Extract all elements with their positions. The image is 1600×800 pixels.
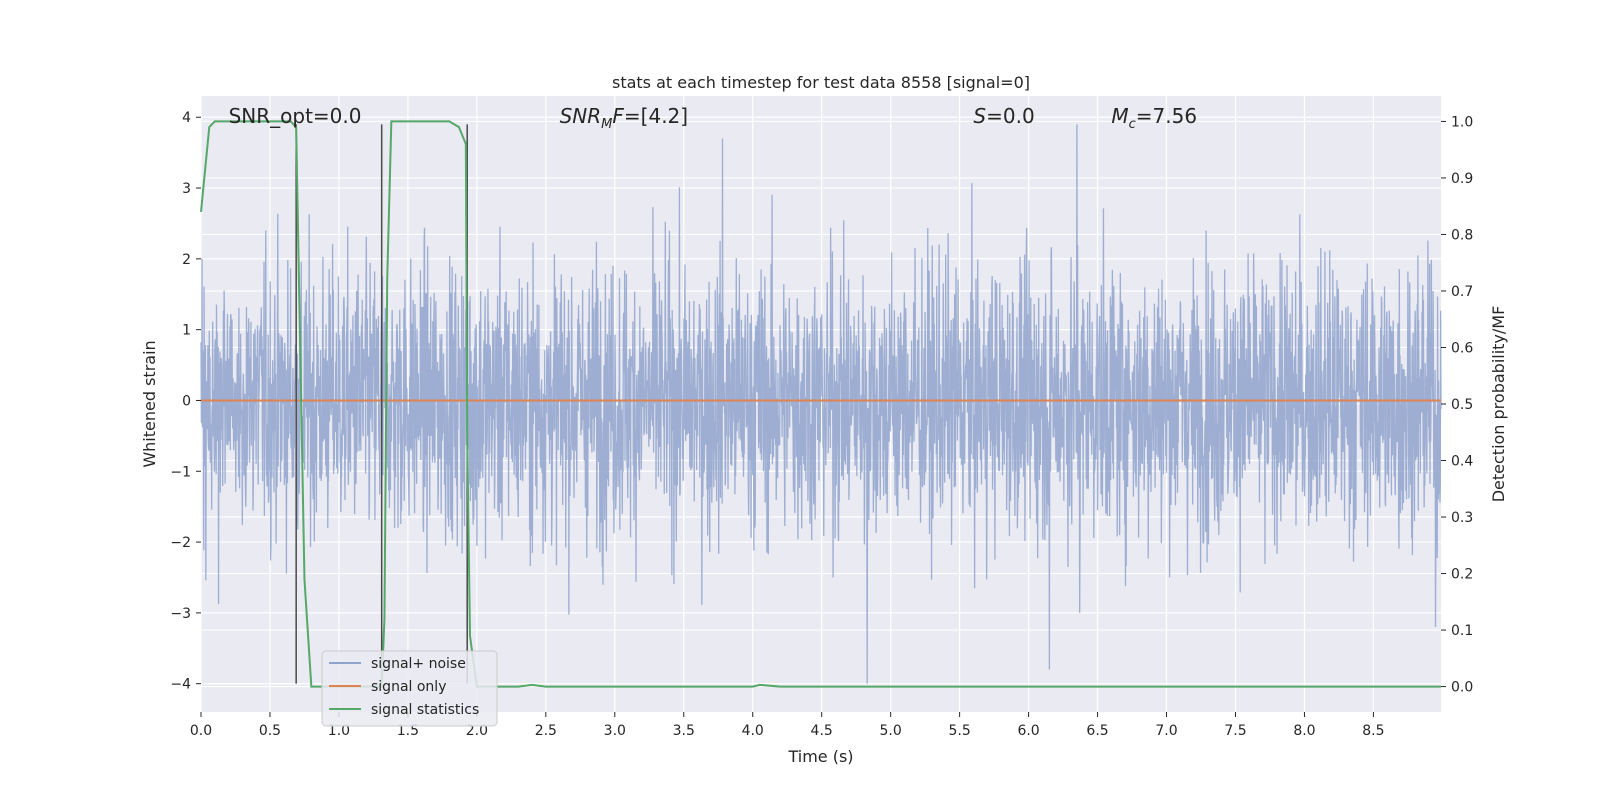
y-right-tick-label: 0.9 [1451,171,1473,187]
legend: signal+ noise signal only signal statist… [321,650,498,727]
y-left-tick-label: 4 [182,110,191,126]
x-tick-label: 1.5 [397,723,419,739]
x-tick-label: 6.5 [1086,723,1108,739]
axis-ticks: 0.0 0.5 1.0 1.5 2.0 2.5 3.0 3.5 4.0 4.5 5.0 5.5 6.0 6… [170,110,1473,739]
x-tick-label: 3.0 [604,723,626,739]
y-right-tick-label: 0.0 [1451,680,1473,696]
y-axis-label-left: Whitened strain [140,340,159,467]
x-tick-label: 1.0 [328,723,350,739]
y-right-tick-label: 0.8 [1451,227,1473,243]
y-right-tick-label: 0.5 [1451,397,1473,413]
y-left-tick-label: 1 [182,323,191,339]
legend-label-stats: signal statistics [371,702,479,718]
chart-title: stats at each timestep for test data 855… [612,73,1030,92]
x-axis-label: Time (s) [787,747,853,766]
x-tick-label: 2.0 [466,723,488,739]
x-tick-label: 5.0 [880,723,902,739]
legend-label-noise: signal+ noise [371,656,466,672]
y-right-tick-label: 0.2 [1451,567,1473,583]
y-left-tick-label: −1 [170,464,191,480]
legend-box [321,650,498,727]
signal-noise-series [200,124,1442,684]
annotations: SNR_opt=0.0 SNRMF=[4.2] S=0.0 Mc=7.56 [229,104,1197,132]
x-tick-label: 7.0 [1155,723,1177,739]
y-right-tick-label: 0.3 [1451,510,1473,526]
x-tick-label: 0.5 [259,723,281,739]
y-left-tick-label: 0 [182,393,191,409]
x-tick-label: 6.0 [1017,723,1039,739]
series-line-signal-statistics [200,120,1441,688]
x-tick-label: 8.5 [1362,723,1384,739]
y-right-tick-label: 0.6 [1451,340,1473,356]
y-left-tick-label: 2 [182,252,191,268]
x-tick-label: 5.5 [948,723,970,739]
x-tick-label: 0.0 [190,723,212,739]
x-tick-label: 3.5 [673,723,695,739]
annotation-snr-mf: SNRMF=[4.2] [560,104,688,132]
y-axis-label-right: Detection probability/MF [1489,306,1508,503]
annotation-chirp-mass: Mc=7.56 [1111,104,1197,132]
y-left-tick-label: −3 [170,606,191,622]
y-right-tick-label: 0.4 [1451,454,1473,470]
y-left-tick-label: 3 [182,181,191,197]
y-right-tick-label: 0.1 [1451,623,1473,639]
y-right-tick-label: 0.7 [1451,284,1473,300]
x-tick-label: 4.5 [811,723,833,739]
series-line-signal-noise [200,124,1442,684]
x-tick-label: 7.5 [1224,723,1246,739]
y-right-tick-label: 1.0 [1451,114,1473,130]
x-tick-label: 2.5 [535,723,557,739]
annotation-s-stat: S=0.0 [973,104,1034,128]
annotation-snr-opt: SNR_opt=0.0 [229,104,362,128]
y-left-tick-label: −2 [170,535,191,551]
legend-label-signal: signal only [371,679,446,695]
y-left-tick-label: −4 [170,677,191,693]
x-tick-label: 4.0 [742,723,764,739]
x-tick-label: 8.0 [1293,723,1315,739]
signal-statistics-series [200,120,1441,688]
